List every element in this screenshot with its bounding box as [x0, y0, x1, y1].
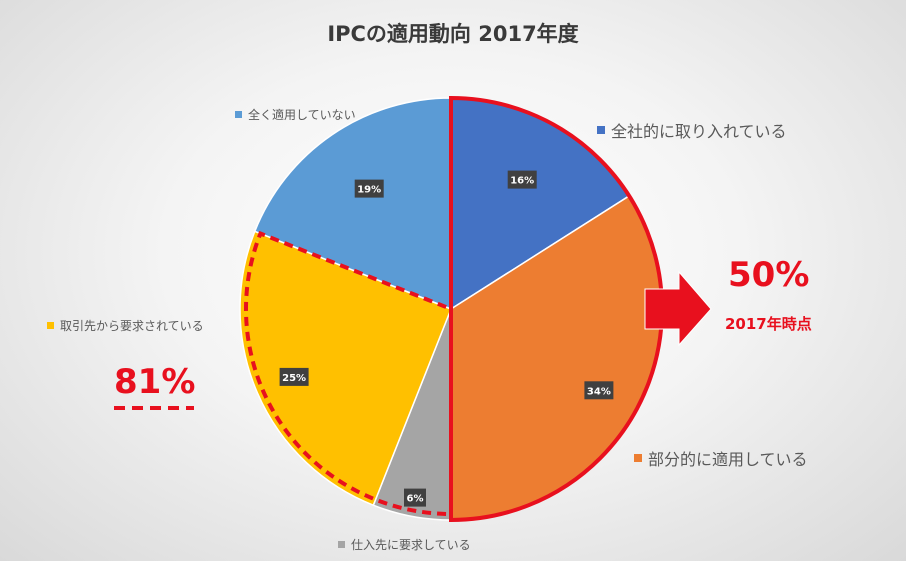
- legend-label: 仕入先に要求している: [351, 538, 471, 552]
- legend-swatch-icon: [634, 454, 642, 462]
- pie-slice: [239, 230, 452, 507]
- legend-label: 取引先から要求されている: [60, 319, 204, 333]
- legend-swatch-icon: [47, 322, 54, 329]
- legend-item-company-wide: 全社的に取り入れている: [597, 118, 787, 142]
- data-label: 34%: [587, 386, 611, 397]
- legend-item-partial: 部分的に適用している: [634, 446, 808, 470]
- data-label-bg: [404, 488, 426, 507]
- data-label-bg: [507, 170, 537, 189]
- callout-left-percent: 81%: [114, 362, 196, 402]
- legend-swatch-icon: [597, 126, 605, 134]
- arrow-right-icon: [644, 270, 712, 347]
- legend-swatch-icon: [235, 111, 242, 118]
- pie-slice: [253, 97, 452, 311]
- data-label-bg: [584, 381, 614, 400]
- data-label: 25%: [282, 373, 306, 384]
- legend-item-not-applied: 全く適用していない: [235, 106, 356, 123]
- legend-label: 部分的に適用している: [648, 450, 808, 469]
- data-label-bg: [354, 179, 384, 198]
- legend-label: 全く適用していない: [248, 108, 356, 122]
- legend-label: 全社的に取り入れている: [611, 122, 787, 141]
- data-label: 19%: [357, 185, 381, 196]
- highlight-outline-dashed: [244, 230, 453, 517]
- callout-right-subtitle: 2017年時点: [725, 315, 812, 333]
- legend-item-customer-request: 取引先から要求されている: [47, 317, 204, 334]
- callout-right-percent: 50%: [728, 255, 810, 295]
- legend-item-supplier-request: 仕入先に要求している: [338, 536, 471, 553]
- data-label: 16%: [510, 176, 534, 187]
- chart-title: IPCの適用動向 2017年度: [327, 22, 579, 46]
- legend-swatch-icon: [338, 541, 345, 548]
- data-label: 6%: [407, 494, 424, 505]
- data-label-bg: [279, 367, 309, 386]
